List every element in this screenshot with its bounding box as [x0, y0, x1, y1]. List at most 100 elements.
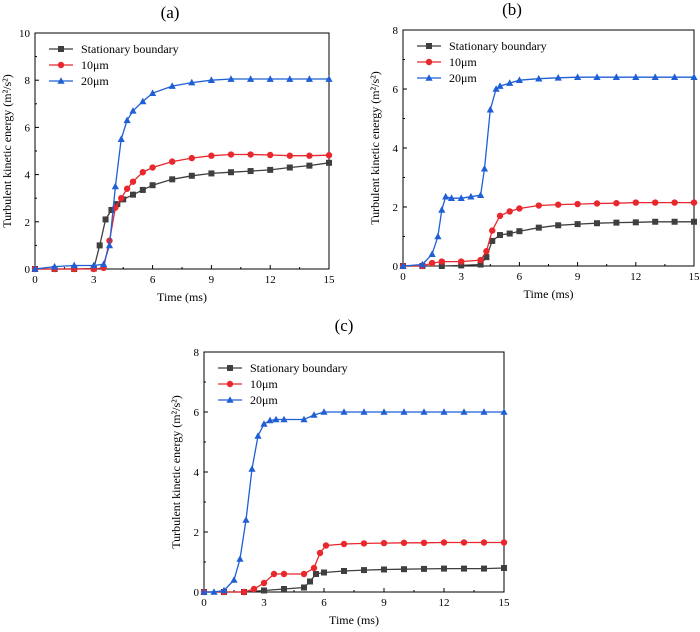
data-point — [496, 82, 504, 89]
data-point — [320, 408, 328, 415]
data-point — [535, 202, 542, 209]
chart-panel-1: (b) 0 3 6 9 12 15 0 2 4 6 8 Time (ms) Turbulent kinet… — [368, 0, 700, 301]
data-point — [652, 218, 659, 225]
data-point — [460, 539, 468, 546]
data-point — [461, 565, 467, 572]
data-point — [632, 199, 639, 206]
data-point — [129, 178, 137, 185]
data-point — [361, 567, 367, 574]
data-point — [438, 206, 446, 213]
data-point — [477, 261, 484, 268]
data-point — [477, 256, 484, 264]
data-point — [139, 97, 147, 105]
data-point — [322, 542, 330, 549]
x-axis-title: Time (ms) — [524, 287, 574, 301]
data-point — [313, 571, 319, 577]
data-point — [280, 570, 288, 578]
data-point — [341, 568, 347, 574]
data-point — [460, 408, 468, 415]
data-point — [500, 539, 508, 546]
data-point — [188, 154, 195, 162]
data-point — [690, 199, 698, 206]
data-point — [123, 116, 131, 124]
data-point — [340, 408, 348, 415]
legend: Stationary boundary 10μm 20μm — [417, 39, 547, 85]
y-axis-title: Turbulent kinetic energy (m²/s²) — [169, 395, 183, 549]
data-point — [102, 216, 109, 223]
data-point — [306, 162, 313, 169]
data-point — [501, 565, 507, 571]
data-point — [220, 586, 228, 594]
data-point — [554, 73, 562, 81]
data-point — [117, 135, 125, 142]
data-point — [612, 73, 620, 80]
x-tick-label: 15 — [499, 597, 511, 609]
legend-marker — [426, 43, 432, 49]
data-point — [210, 588, 218, 595]
y-tick-label: 6 — [393, 84, 399, 96]
data-point — [690, 73, 698, 80]
y-tick-label: 2 — [194, 527, 200, 539]
plot-frame — [402, 29, 695, 267]
data-point — [100, 260, 108, 268]
data-point — [51, 262, 59, 270]
data-point — [208, 152, 215, 159]
x-tick-label: 9 — [575, 271, 581, 283]
data-point — [111, 182, 119, 190]
chart-panel-0: (a) 0 3 6 9 12 15 0 2 4 6 8 10 Time (ms) Turbulent kin… — [0, 3, 335, 304]
series-line — [35, 162, 330, 270]
data-point — [260, 420, 268, 427]
data-point — [247, 151, 254, 158]
data-point — [286, 164, 293, 171]
data-point — [440, 539, 448, 546]
data-point — [326, 159, 332, 166]
data-point — [428, 259, 436, 267]
data-point — [671, 73, 679, 80]
data-point — [613, 199, 620, 207]
y-axis-title: Turbulent kinetic energy (m²/s²) — [368, 71, 382, 225]
data-point — [321, 569, 327, 576]
data-point — [574, 200, 581, 208]
x-tick-label: 6 — [150, 274, 156, 286]
data-point — [380, 408, 388, 415]
data-point — [483, 254, 490, 261]
legend-label: 10μm — [250, 377, 278, 391]
data-point — [230, 576, 238, 583]
data-point — [497, 232, 503, 239]
data-point — [266, 416, 274, 424]
data-point — [506, 208, 513, 215]
data-point — [286, 152, 293, 159]
data-point — [118, 195, 125, 202]
data-point — [515, 76, 523, 83]
data-point — [105, 241, 114, 249]
data-point — [594, 220, 600, 227]
plot-frame — [34, 32, 330, 270]
data-point — [506, 79, 514, 86]
x-tick-label: 15 — [689, 271, 700, 283]
data-point — [458, 258, 465, 265]
data-point — [447, 194, 456, 201]
legend: Stationary boundary 10μm 20μm — [49, 42, 179, 88]
series-line — [34, 78, 329, 270]
data-point — [400, 408, 408, 415]
data-point — [399, 262, 407, 269]
data-point — [400, 539, 408, 546]
data-point — [340, 540, 348, 548]
legend-marker — [227, 365, 233, 371]
data-point — [380, 539, 388, 547]
legend-marker — [57, 61, 65, 69]
data-point — [506, 230, 513, 237]
data-point — [434, 232, 442, 240]
data-point — [492, 85, 500, 92]
y-tick-label: 8 — [393, 25, 399, 37]
data-point — [458, 262, 465, 269]
y-tick-label: 6 — [194, 407, 200, 419]
x-tick-label: 12 — [265, 274, 276, 286]
series-line — [204, 541, 504, 593]
series-line — [403, 221, 694, 267]
data-point — [108, 207, 115, 213]
data-point — [200, 588, 208, 595]
data-point — [428, 250, 436, 257]
legend-marker — [226, 396, 234, 403]
